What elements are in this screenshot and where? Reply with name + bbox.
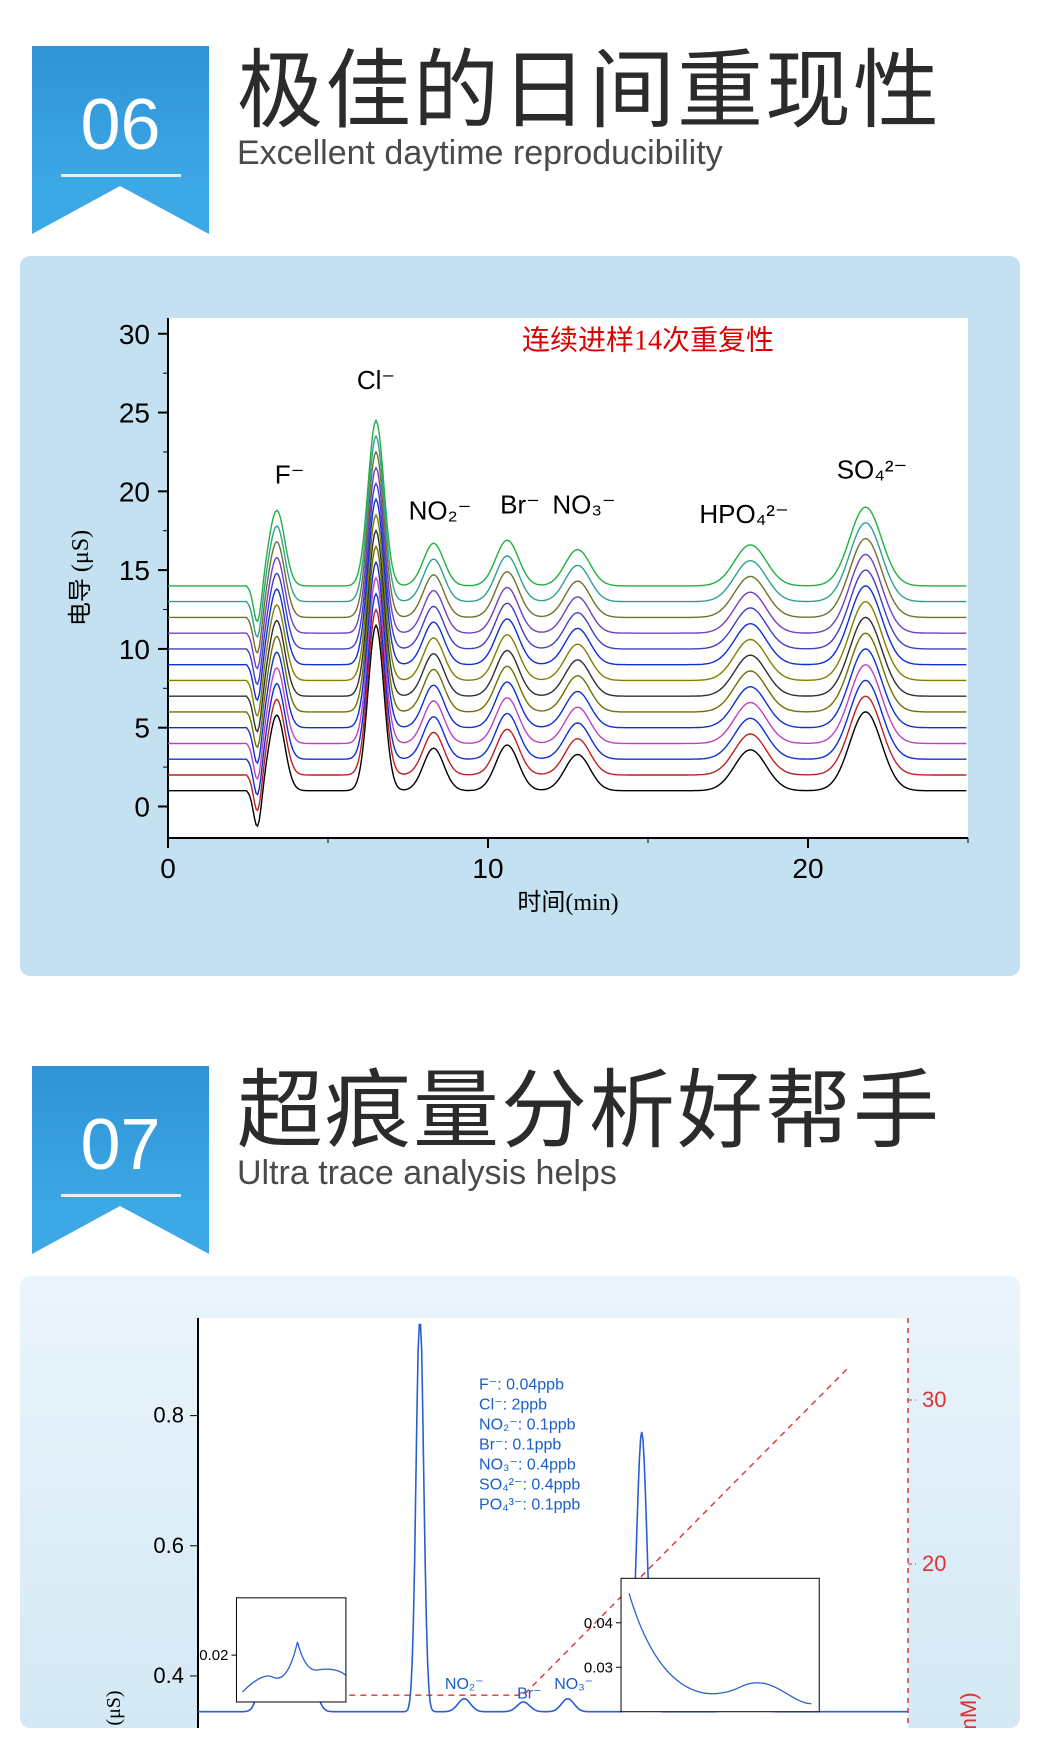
svg-text:F⁻: F⁻ xyxy=(275,459,305,489)
heading-07-cn: 超痕量分析好帮手 xyxy=(237,1066,941,1156)
svg-text:10: 10 xyxy=(119,634,150,665)
heading-06-en: Excellent daytime reproducibility xyxy=(237,134,941,173)
svg-text:NO₂⁻: NO₂⁻ xyxy=(409,496,472,526)
svg-text:0: 0 xyxy=(134,791,150,822)
ribbon-06-number: 06 xyxy=(61,46,181,177)
svg-text:Cl⁻: Cl⁻ xyxy=(357,365,395,395)
svg-text:0.02: 0.02 xyxy=(199,1647,228,1664)
svg-text:0.04: 0.04 xyxy=(584,1615,613,1632)
svg-text:20: 20 xyxy=(922,1551,946,1576)
svg-text:NO₃⁻: 0.4ppb: NO₃⁻: 0.4ppb xyxy=(479,1457,576,1474)
svg-text:SO₄²⁻: 0.4ppb: SO₄²⁻: 0.4ppb xyxy=(479,1477,580,1494)
chromatogram-overlay-chart: 0 5 10 15 20 25 30 0 10 20 时间(min) 电导 (μS) 连续进样14次重复… xyxy=(48,288,988,928)
svg-text:20: 20 xyxy=(119,476,150,507)
svg-text:NO₂⁻: NO₂⁻ xyxy=(445,1676,484,1693)
heading-06-cn: 极佳的日间重现性 xyxy=(237,46,941,136)
svg-text:连续进样14次重复性: 连续进样14次重复性 xyxy=(522,325,774,357)
svg-text:PO₄³⁻: 0.1ppb: PO₄³⁻: 0.1ppb xyxy=(479,1497,580,1514)
ribbon-06: 06 xyxy=(32,46,209,186)
ultratrace-chart: 0.40.60.8(μS)2030(mM)F⁻NO₂⁻Br⁻NO₃⁻PO₄³⁻F… xyxy=(48,1308,988,1728)
svg-text:电导 (μS): 电导 (μS) xyxy=(67,530,94,626)
svg-text:(mM): (mM) xyxy=(956,1692,981,1728)
svg-text:25: 25 xyxy=(119,398,150,429)
svg-text:Br⁻: 0.1ppb: Br⁻: 0.1ppb xyxy=(479,1437,561,1454)
svg-text:0.6: 0.6 xyxy=(153,1533,184,1558)
svg-text:0: 0 xyxy=(160,853,176,884)
heading-07: 超痕量分析好帮手 Ultra trace analysis helps xyxy=(237,1066,941,1193)
svg-text:5: 5 xyxy=(134,713,150,744)
svg-text:时间(min): 时间(min) xyxy=(517,889,618,916)
ribbon-07-number: 07 xyxy=(61,1066,181,1197)
section-07-header: 07 超痕量分析好帮手 Ultra trace analysis helps xyxy=(32,1066,1040,1206)
svg-text:20: 20 xyxy=(792,853,823,884)
heading-06: 极佳的日间重现性 Excellent daytime reproducibili… xyxy=(237,46,941,173)
svg-text:10: 10 xyxy=(472,853,503,884)
svg-text:0.4: 0.4 xyxy=(153,1663,184,1688)
svg-text:Cl⁻: 2ppb: Cl⁻: 2ppb xyxy=(479,1397,547,1414)
chart-06-card: 0 5 10 15 20 25 30 0 10 20 时间(min) 电导 (μS) 连续进样14次重复… xyxy=(20,256,1020,976)
svg-text:SO₄²⁻: SO₄²⁻ xyxy=(837,455,908,485)
ribbon-07: 07 xyxy=(32,1066,209,1206)
svg-text:F⁻: 0.04ppb: F⁻: 0.04ppb xyxy=(479,1377,564,1394)
chart-07-card: 0.40.60.8(μS)2030(mM)F⁻NO₂⁻Br⁻NO₃⁻PO₄³⁻F… xyxy=(20,1276,1020,1728)
svg-text:NO₃⁻: NO₃⁻ xyxy=(552,489,615,519)
svg-text:(μS): (μS) xyxy=(103,1690,125,1725)
svg-text:Br⁻: Br⁻ xyxy=(500,489,540,519)
svg-text:30: 30 xyxy=(922,1387,946,1412)
svg-text:0.8: 0.8 xyxy=(153,1403,184,1428)
svg-text:Br⁻: Br⁻ xyxy=(517,1686,541,1703)
section-06-header: 06 极佳的日间重现性 Excellent daytime reproducib… xyxy=(32,46,1040,186)
svg-text:HPO₄²⁻: HPO₄²⁻ xyxy=(699,499,788,529)
heading-07-en: Ultra trace analysis helps xyxy=(237,1154,941,1193)
svg-text:15: 15 xyxy=(119,555,150,586)
svg-text:0.03: 0.03 xyxy=(584,1659,613,1676)
svg-text:NO₂⁻: 0.1ppb: NO₂⁻: 0.1ppb xyxy=(479,1417,576,1434)
svg-text:30: 30 xyxy=(119,319,150,350)
svg-text:NO₃⁻: NO₃⁻ xyxy=(554,1676,593,1693)
